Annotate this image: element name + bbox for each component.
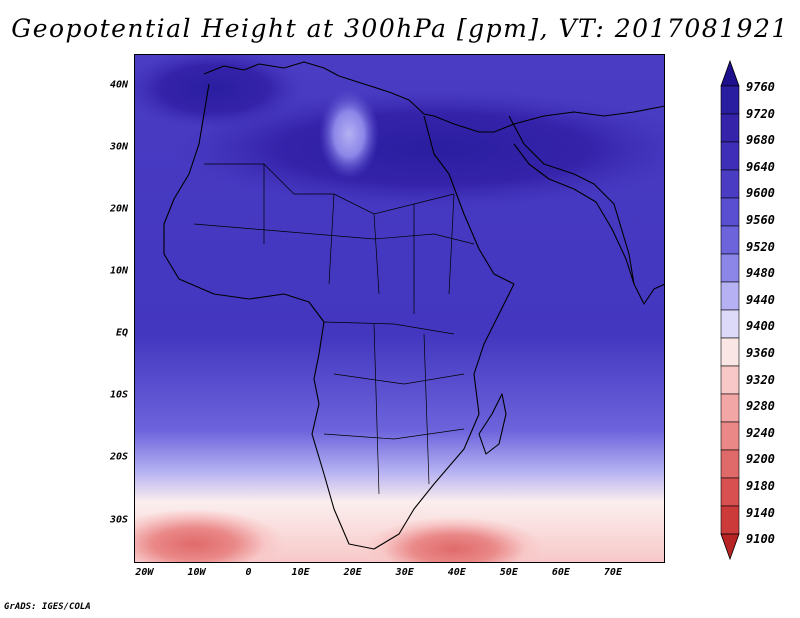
colorbar-level-label: 9520 bbox=[746, 239, 775, 254]
country-borders bbox=[193, 163, 475, 495]
lat-tick-label: 20N bbox=[109, 203, 128, 215]
colorbar-max-arrow bbox=[720, 60, 740, 87]
colorbar-level-label: 9100 bbox=[746, 532, 775, 547]
colorbar-level-label: 9400 bbox=[746, 319, 775, 334]
lat-tick-label: 40N bbox=[109, 79, 128, 91]
colorbar-min-arrow bbox=[720, 533, 740, 560]
lon-tick-label: 30E bbox=[395, 567, 414, 578]
high-center-atlantic bbox=[134, 54, 304, 129]
lat-tick-label: 30N bbox=[109, 141, 128, 153]
lat-tick-label: 20S bbox=[109, 451, 128, 463]
colorbar-segment bbox=[720, 393, 740, 423]
colorbar-level-label: 9140 bbox=[746, 505, 775, 520]
colorbar-segment bbox=[720, 365, 740, 395]
colorbar-segment bbox=[720, 197, 740, 227]
grads-credit: GrADS: IGES/COLA bbox=[4, 602, 91, 612]
lon-tick-label: 10W bbox=[187, 567, 206, 578]
colorbar-segment bbox=[720, 85, 740, 115]
lon-tick-label: 0 bbox=[245, 567, 252, 578]
colorbar-segment bbox=[720, 225, 740, 255]
lon-tick-label: 50E bbox=[499, 567, 518, 578]
colorbar-level-label: 9760 bbox=[746, 80, 775, 94]
colorbar-segment bbox=[720, 141, 740, 171]
colorbar-level-label: 9640 bbox=[746, 159, 775, 174]
map-title: Geopotential Height at 300hPa [gpm], VT:… bbox=[11, 14, 789, 43]
colorbar-segment bbox=[720, 113, 740, 143]
colorbar-level-label: 9680 bbox=[746, 133, 775, 148]
colorbar-segment bbox=[720, 421, 740, 451]
colorbar-level-label: 9600 bbox=[746, 186, 775, 201]
low-center-south-indian bbox=[364, 517, 544, 563]
colorbar-segment bbox=[720, 309, 740, 339]
colorbar-level-label: 9180 bbox=[746, 479, 775, 493]
colorbar-level-label: 9480 bbox=[746, 266, 775, 281]
geopotential-map bbox=[134, 54, 665, 563]
map-frame bbox=[134, 54, 665, 563]
colorbar-level-label: 9720 bbox=[746, 106, 775, 121]
lon-tick-label: 10E bbox=[291, 567, 310, 578]
colorbar-segment bbox=[720, 281, 740, 311]
colorbar-level-label: 9280 bbox=[746, 399, 775, 414]
coastlines bbox=[163, 61, 665, 550]
colorbar-level-label: 9360 bbox=[746, 346, 775, 360]
colorbar-segment bbox=[720, 337, 740, 367]
low-center-south-atlantic bbox=[134, 509, 284, 563]
lon-tick-label: 20W bbox=[135, 567, 154, 578]
high-center-arabia bbox=[174, 89, 665, 209]
colorbar-segment bbox=[720, 253, 740, 283]
lat-tick-label: 30S bbox=[109, 514, 128, 526]
lon-tick-label: 60E bbox=[551, 567, 570, 578]
lat-tick-label: EQ bbox=[115, 327, 128, 339]
colorbar-segment bbox=[720, 477, 740, 507]
lon-tick-label: 40E bbox=[447, 567, 466, 578]
colorbar-segment bbox=[720, 505, 740, 535]
colorbar-level-label: 9560 bbox=[746, 213, 775, 227]
colorbar-segment bbox=[720, 169, 740, 199]
colorbar bbox=[720, 60, 740, 560]
lat-tick-label: 10N bbox=[109, 265, 128, 277]
lon-tick-label: 70E bbox=[603, 567, 622, 578]
colorbar-level-label: 9200 bbox=[746, 452, 775, 467]
map-panel bbox=[134, 54, 665, 563]
lon-tick-label: 20E bbox=[343, 567, 362, 578]
trough-mediterranean bbox=[319, 89, 379, 179]
colorbar-level-label: 9320 bbox=[746, 372, 775, 387]
colorbar-level-label: 9440 bbox=[746, 292, 775, 307]
lat-tick-label: 10S bbox=[109, 389, 128, 401]
colorbar-level-label: 9240 bbox=[746, 425, 775, 440]
colorbar-segment bbox=[720, 449, 740, 479]
